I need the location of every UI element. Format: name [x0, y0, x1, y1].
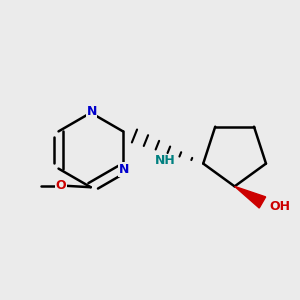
Text: N: N [119, 163, 129, 176]
Text: OH: OH [269, 200, 290, 213]
Text: O: O [56, 179, 67, 192]
Text: NH: NH [154, 154, 175, 167]
Text: N: N [86, 105, 97, 119]
Polygon shape [235, 186, 266, 208]
